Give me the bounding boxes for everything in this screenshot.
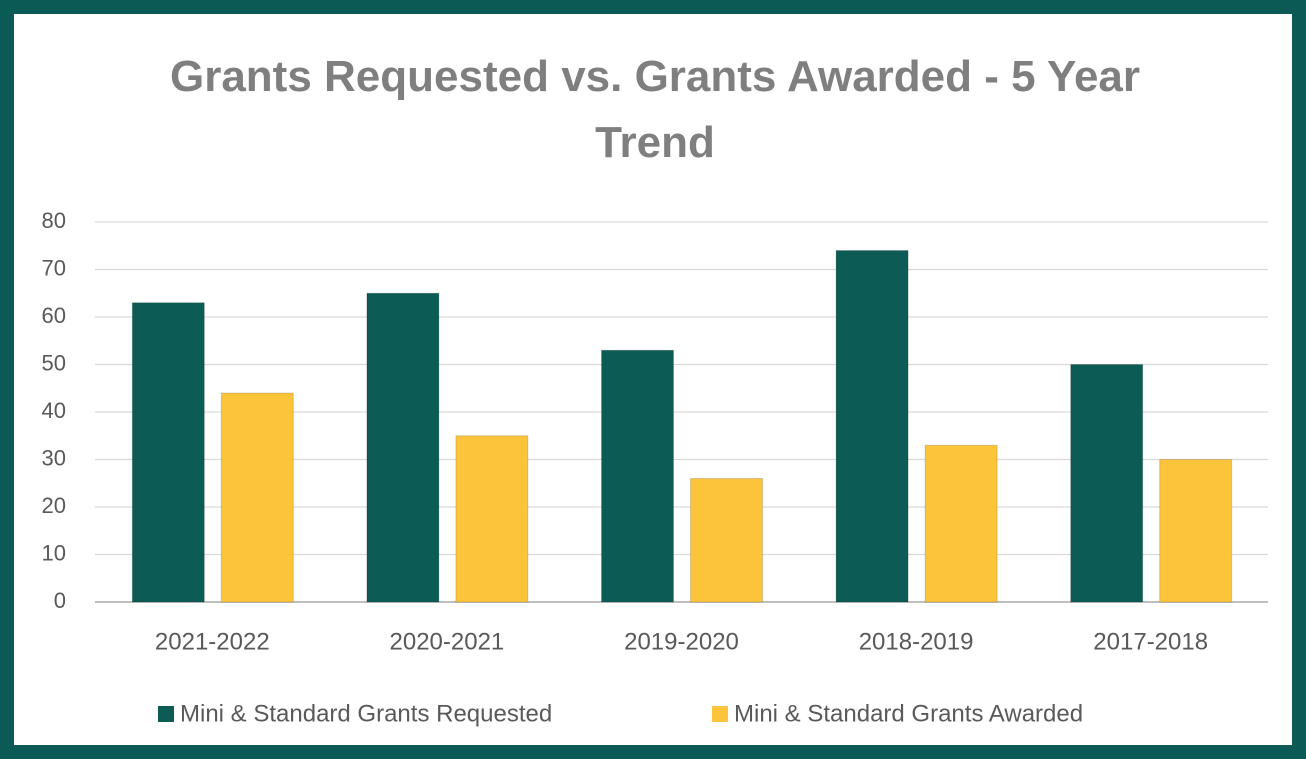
legend-label: Mini & Standard Grants Requested — [180, 700, 552, 727]
x-tick-label: 2019-2020 — [624, 628, 739, 655]
bar — [1070, 364, 1144, 603]
y-tick-label: 40 — [42, 398, 66, 423]
y-tick-label: 30 — [42, 445, 66, 470]
y-tick-label: 20 — [42, 493, 66, 518]
bar — [455, 435, 529, 603]
bar — [366, 292, 440, 603]
bar — [924, 444, 998, 603]
y-tick-label: 50 — [42, 350, 66, 375]
y-tick-label: 70 — [42, 255, 66, 280]
y-tick-label: 10 — [42, 540, 66, 565]
legend-label: Mini & Standard Grants Awarded — [734, 700, 1083, 727]
y-tick-label: 80 — [42, 208, 66, 233]
bar — [601, 349, 674, 603]
chart-title: Grants Requested vs. Grants Awarded - 5 … — [169, 52, 1141, 167]
bar — [220, 392, 294, 603]
bar — [690, 478, 763, 603]
x-tick-label: 2020-2021 — [390, 628, 505, 655]
y-tick-label: 0 — [54, 588, 66, 613]
legend-marker — [158, 706, 174, 722]
x-tick-label: 2017-2018 — [1093, 628, 1208, 655]
bar — [1159, 459, 1233, 603]
x-tick-label: 2018-2019 — [859, 628, 974, 655]
y-tick-label: 60 — [42, 303, 66, 328]
x-tick-label: 2021-2022 — [155, 628, 270, 655]
bar — [131, 302, 205, 603]
legend-marker — [712, 706, 728, 722]
bar — [835, 250, 909, 603]
